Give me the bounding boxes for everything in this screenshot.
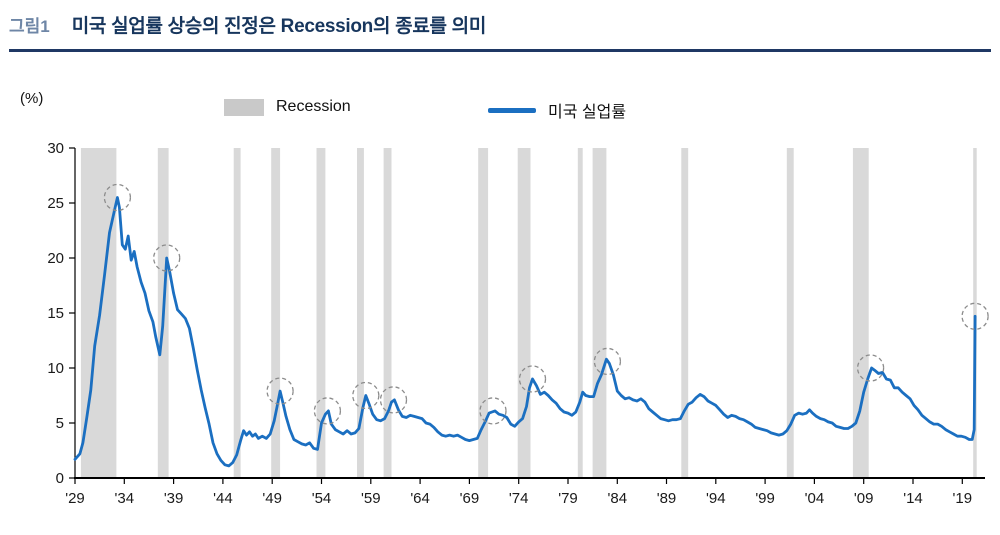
- peak-circles: [103, 183, 989, 425]
- peak-circle: [856, 354, 885, 382]
- figure-title: 미국 실업률 상승의 진정은 Recession의 종료를 의미: [71, 16, 487, 37]
- legend-label-recession: Recession: [276, 98, 351, 115]
- x-tick-label: '54: [312, 490, 332, 507]
- y-tick-label: 0: [56, 470, 64, 487]
- recession-band: [517, 148, 531, 478]
- x-tick-label: '44: [213, 490, 233, 507]
- x-tick-label: '04: [805, 490, 825, 507]
- peak-circle: [103, 183, 132, 212]
- recession-band: [383, 148, 392, 478]
- x-tick-label: '19: [953, 490, 973, 507]
- recession-band: [316, 148, 326, 478]
- y-axis-unit-label: (%): [20, 90, 44, 107]
- recession-band: [478, 148, 489, 478]
- peak-circle: [518, 365, 547, 393]
- x-tick-label: '89: [657, 490, 677, 507]
- y-tick-label: 30: [47, 140, 64, 157]
- peak-circle: [593, 347, 622, 376]
- recession-band: [852, 148, 869, 478]
- legend-label-unemployment: 미국 실업률: [548, 104, 627, 121]
- figure-header: 그림1 미국 실업률 상승의 진정은 Recession의 종료를 의미: [9, 11, 991, 38]
- x-tick-label: '49: [262, 490, 282, 507]
- x-tick-label: '94: [706, 490, 726, 507]
- x-tick-label: '69: [460, 490, 480, 507]
- x-tick-label: '59: [361, 490, 381, 507]
- x-tick-label: '29: [65, 490, 85, 507]
- y-tick-label: 10: [47, 360, 64, 377]
- recession-band: [357, 148, 364, 478]
- figure-number-label: 그림1: [9, 17, 50, 36]
- header-divider: [9, 49, 991, 52]
- x-tick-label: '79: [558, 490, 578, 507]
- recession-band: [592, 148, 607, 478]
- unemployment-line-swatch: [488, 107, 536, 113]
- x-tick-label: '74: [509, 490, 529, 507]
- y-tick-label: 15: [47, 305, 64, 322]
- peak-circle: [153, 244, 181, 272]
- peak-circle: [352, 381, 380, 410]
- recession-band: [577, 148, 583, 478]
- x-axis-ticks: '29 '34 '39 '44 '49 '54 '59 '64 '69 '74 '79 '84 '89 '…: [65, 478, 972, 507]
- peak-circle: [313, 397, 342, 425]
- unemployment-line: [73, 196, 977, 468]
- recession-band: [233, 148, 241, 478]
- y-tick-label: 5: [56, 415, 64, 432]
- recession-band: [786, 148, 794, 478]
- x-tick-label: '64: [410, 490, 430, 507]
- peak-circle: [379, 386, 408, 414]
- peak-circle: [266, 377, 294, 405]
- x-tick-label: '34: [115, 490, 135, 507]
- x-tick-label: '84: [608, 490, 628, 507]
- legend-item-unemployment: 미국 실업률: [488, 98, 626, 122]
- x-tick-label: '09: [854, 490, 874, 507]
- recession-band: [271, 148, 281, 478]
- x-tick-label: '14: [903, 490, 923, 507]
- recession-band: [973, 148, 977, 478]
- peak-circle: [479, 397, 507, 425]
- x-tick-label: '99: [755, 490, 775, 507]
- x-tick-label: '39: [164, 490, 184, 507]
- recession-band: [681, 148, 689, 478]
- peak-circle: [961, 302, 989, 330]
- y-axis-ticks: 0 5 10 15 20 25 30: [47, 140, 75, 487]
- y-tick-label: 25: [47, 195, 64, 212]
- recession-swatch: [224, 98, 264, 116]
- y-tick-label: 20: [47, 250, 64, 267]
- legend-item-recession: Recession: [224, 98, 351, 116]
